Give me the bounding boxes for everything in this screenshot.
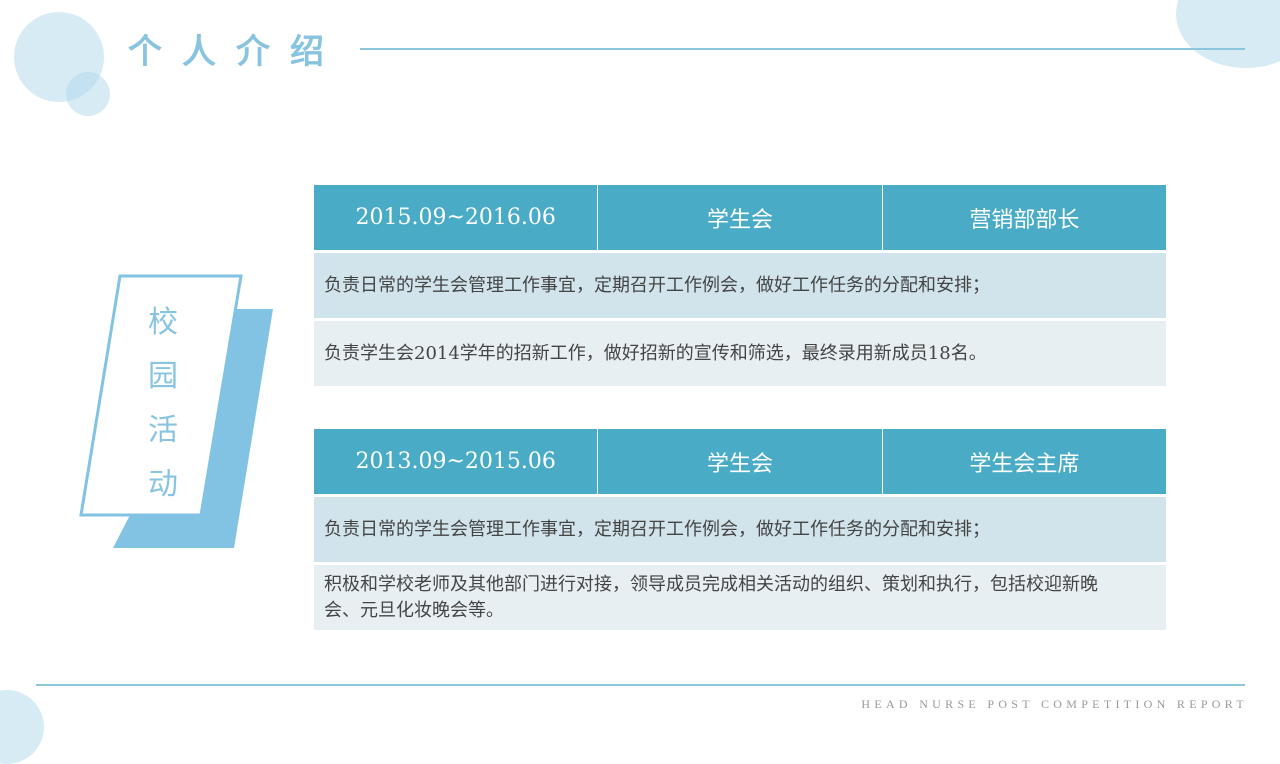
entry-period: 2013.09~2015.06 (355, 449, 556, 474)
entry-org: 学生会 (597, 185, 881, 250)
entry-header: 2015.09~2016.06 学生会 营销部部长 (314, 185, 1166, 250)
footer-text: HEAD NURSE POST COMPETITION REPORT (861, 697, 1248, 711)
entry-period: 2015.09~2016.06 (355, 205, 556, 230)
duty-row: 负责学生会2014学年的招新工作，做好招新的宣传和筛选，最终录用新成员18名。 (314, 321, 1166, 386)
entry-table-1: 2015.09~2016.06 学生会 营销部部长 负责日常的学生会管理工作事宜… (314, 185, 1166, 386)
decor-circle-bottom-left (0, 690, 44, 764)
entry-table-2: 2013.09~2015.06 学生会 学生会主席 负责日常的学生会管理工作事宜… (314, 429, 1166, 630)
side-char: 活 (148, 413, 178, 448)
decor-circle-top-right (1176, 0, 1280, 68)
entry-header: 2013.09~2015.06 学生会 学生会主席 (314, 429, 1166, 494)
side-char: 动 (148, 467, 178, 502)
entry-org: 学生会 (597, 429, 881, 494)
title-divider (360, 48, 1245, 50)
side-char: 园 (148, 359, 178, 394)
decor-circle-small (66, 72, 110, 116)
duty-row: 负责日常的学生会管理工作事宜，定期召开工作例会，做好工作任务的分配和安排； (314, 253, 1166, 318)
side-label-shape (79, 274, 273, 548)
page-title: 个人介绍 (128, 32, 344, 72)
side-char: 校 (148, 305, 178, 340)
entry-role: 营销部部长 (881, 185, 1166, 250)
footer-divider (36, 684, 1245, 686)
duty-row: 积极和学校老师及其他部门进行对接，领导成员完成相关活动的组织、策划和执行，包括校… (314, 565, 1166, 630)
side-front-parallelogram (79, 274, 243, 517)
side-label: 校 园 活 动 (143, 296, 183, 512)
entry-role: 学生会主席 (881, 429, 1166, 494)
duty-row: 负责日常的学生会管理工作事宜，定期召开工作例会，做好工作任务的分配和安排； (314, 497, 1166, 562)
